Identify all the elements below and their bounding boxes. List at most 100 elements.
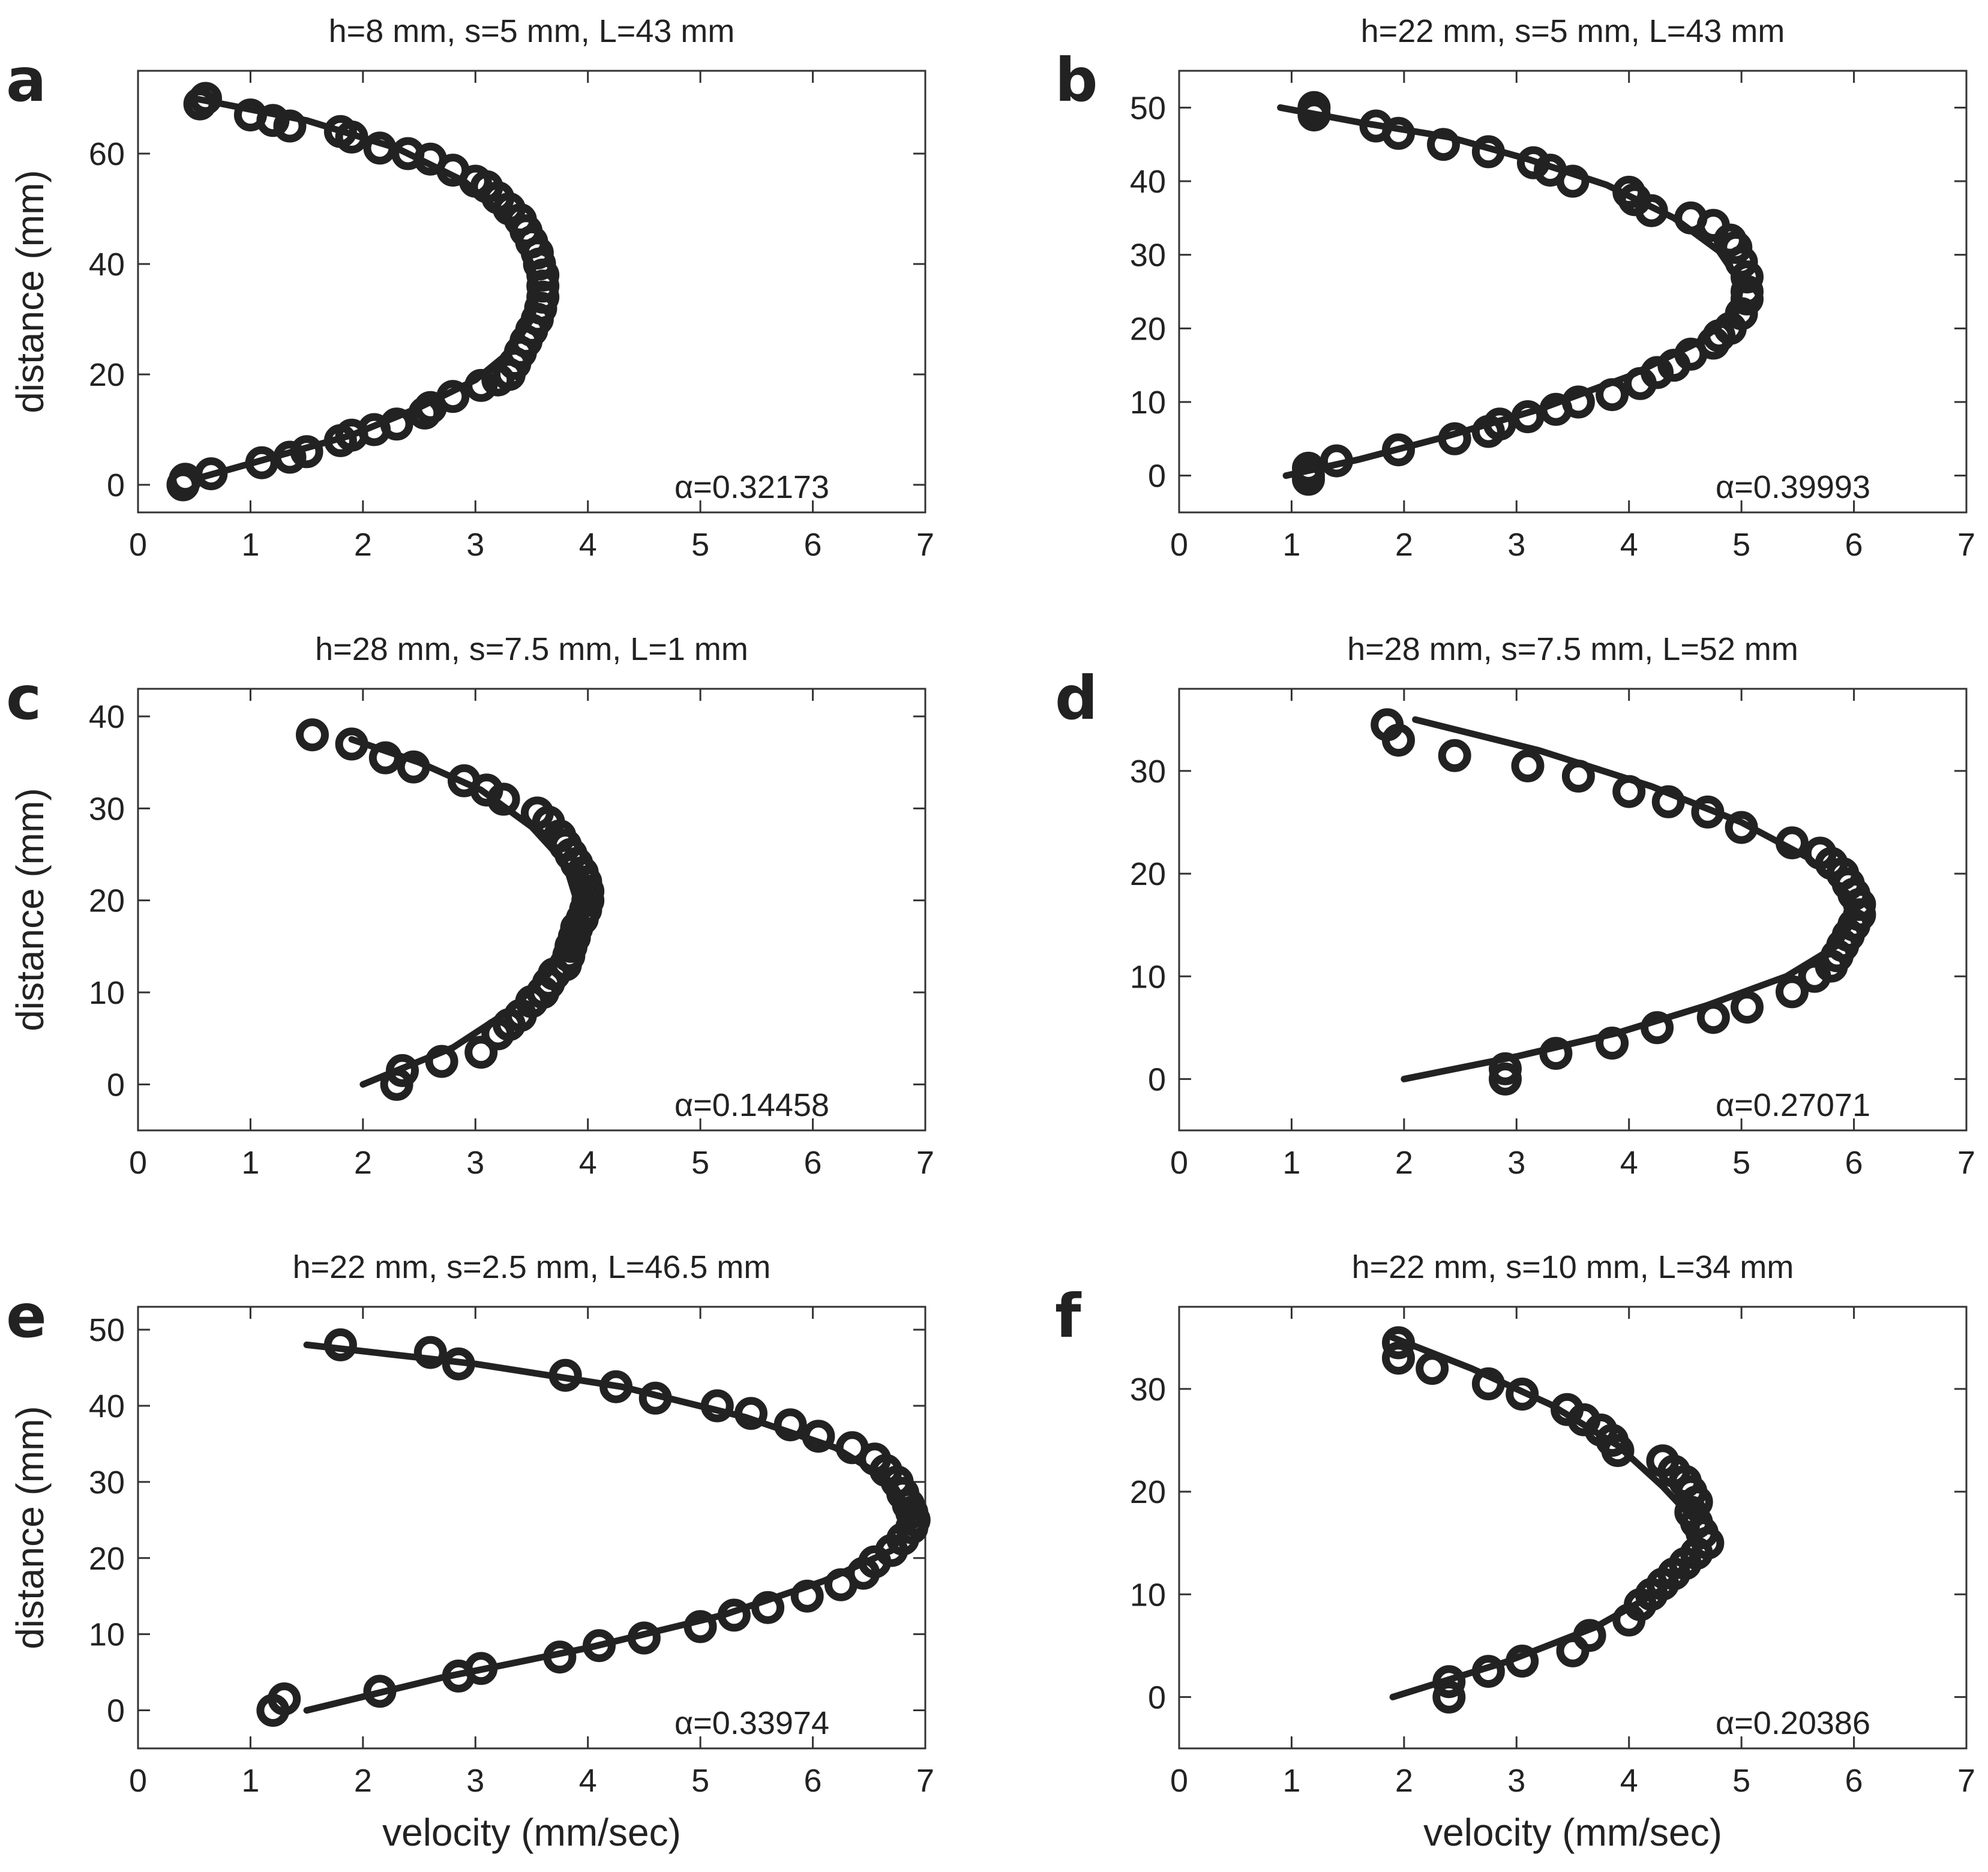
- data-point-marker: [1506, 1378, 1539, 1411]
- panel-letter: c: [6, 663, 41, 733]
- data-point-marker: [583, 1629, 616, 1663]
- x-tick-label: 7: [916, 527, 934, 563]
- panel-letter: a: [6, 45, 46, 115]
- y-tick-label: 0: [1148, 1061, 1166, 1097]
- panel-letter: f: [1055, 1281, 1082, 1351]
- x-tick-label: 6: [804, 1763, 822, 1799]
- data-point-marker: [717, 1598, 751, 1632]
- data-point-marker: [481, 363, 515, 397]
- x-axis-label: velocity (mm/sec): [382, 1811, 681, 1854]
- data-point-marker: [1641, 1011, 1674, 1045]
- y-tick-label: 0: [1148, 1679, 1166, 1715]
- data-point-marker: [1596, 378, 1629, 412]
- alpha-annotation: α=0.27071: [1716, 1087, 1870, 1123]
- data-point-marker: [1539, 1037, 1573, 1070]
- plot-frame: [137, 70, 926, 514]
- x-tick-label: 4: [579, 527, 597, 563]
- data-point-marker: [323, 424, 357, 457]
- x-tick-label: 2: [354, 1763, 372, 1799]
- data-point-marker: [734, 1397, 767, 1430]
- alpha-annotation: α=0.20386: [1716, 1705, 1870, 1741]
- x-tick-label: 2: [1395, 527, 1413, 563]
- x-tick-label: 6: [804, 1145, 822, 1181]
- y-tick-label: 20: [1130, 1474, 1166, 1510]
- data-point-marker: [1691, 795, 1725, 829]
- data-point-marker: [1776, 975, 1809, 1009]
- y-tick-label: 30: [89, 1465, 125, 1501]
- y-tick-label: 50: [89, 1312, 125, 1348]
- data-point-marker: [1489, 1062, 1522, 1096]
- x-tick-label: 6: [1845, 1145, 1863, 1181]
- data-point-marker: [1511, 400, 1545, 433]
- data-point-marker: [1561, 760, 1595, 793]
- data-point-marker: [1471, 1367, 1505, 1400]
- data-point-marker: [481, 1017, 515, 1051]
- x-tick-label: 3: [1507, 1145, 1525, 1181]
- y-tick-label: 10: [1130, 1577, 1166, 1613]
- panel-f: 0 1 2 3 4 5 6 7 0 10 20 30 h=22 mm, s=10 mm, L=34 mm…: [1055, 1249, 1975, 1854]
- y-tick-label: 0: [107, 1067, 125, 1103]
- data-point-marker: [408, 396, 442, 430]
- x-tick-label: 4: [1620, 1145, 1638, 1181]
- y-tick-label: 40: [1130, 164, 1166, 200]
- data-point-marker: [638, 1381, 672, 1415]
- alpha-annotation: α=0.33974: [674, 1705, 829, 1741]
- data-point-marker: [773, 1408, 807, 1442]
- x-tick-label: 0: [129, 527, 147, 563]
- panel-title: h=28 mm, s=7.5 mm, L=52 mm: [1347, 631, 1798, 667]
- x-tick-label: 0: [1170, 527, 1188, 563]
- data-point-marker: [1382, 1342, 1415, 1375]
- panel-title: h=28 mm, s=7.5 mm, L=1 mm: [315, 631, 748, 667]
- x-axis-label: velocity (mm/sec): [1423, 1811, 1722, 1854]
- x-tick-label: 2: [354, 527, 372, 563]
- x-tick-label: 7: [1957, 1145, 1975, 1181]
- x-tick-label: 4: [1620, 1763, 1638, 1799]
- data-point-marker: [397, 750, 430, 784]
- data-point-marker: [290, 435, 323, 469]
- data-point-marker: [1776, 826, 1809, 860]
- y-tick-label: 20: [1130, 856, 1166, 892]
- y-axis-label: distance (mm): [8, 170, 52, 413]
- data-point-marker: [1471, 1655, 1505, 1688]
- data-point-marker: [335, 120, 368, 154]
- y-axis-label: distance (mm): [8, 788, 52, 1031]
- data-point-marker: [413, 1336, 447, 1369]
- panel-letter: d: [1055, 663, 1098, 733]
- data-point-marker: [1624, 367, 1657, 400]
- x-tick-label: 7: [1957, 527, 1975, 563]
- data-point-marker: [1471, 415, 1505, 448]
- data-point-marker: [1539, 392, 1573, 426]
- data-point-marker: [1731, 991, 1764, 1024]
- panel-b: 0 1 2 3 4 5 6 7 0 10 20 30 40 50 h=22 mm, s=5 mm, L=43…: [1055, 13, 1975, 563]
- y-tick-label: 20: [89, 357, 125, 393]
- data-point-marker: [1382, 433, 1415, 467]
- x-tick-label: 6: [804, 527, 822, 563]
- x-tick-label: 3: [1507, 527, 1525, 563]
- y-tick-label: 10: [1130, 959, 1166, 995]
- data-point-marker: [1556, 164, 1590, 198]
- x-tick-label: 1: [1282, 1763, 1300, 1799]
- panel-a: 0 1 2 3 4 5 6 7 0 20 40 60 h=8 mm, s=5 mm, L=43 mm a α…: [6, 13, 934, 563]
- data-point-marker: [1725, 811, 1758, 844]
- x-tick-label: 4: [1620, 527, 1638, 563]
- y-tick-label: 0: [107, 467, 125, 503]
- panel-d: 0 1 2 3 4 5 6 7 0 10 20 30 h=28 mm, s=7.5 mm, L=52 m…: [1055, 631, 1975, 1181]
- data-point-marker: [166, 468, 200, 502]
- data-point-marker: [1596, 1027, 1629, 1060]
- panel-title: h=22 mm, s=10 mm, L=34 mm: [1352, 1249, 1794, 1285]
- data-point-marker: [1382, 116, 1415, 150]
- data-point-marker: [824, 1568, 857, 1601]
- data-point-marker: [296, 718, 329, 752]
- data-point-marker: [1635, 194, 1668, 227]
- data-point-marker: [1471, 135, 1505, 169]
- data-point-marker: [802, 1420, 835, 1453]
- y-axis-label: distance (mm): [8, 1406, 52, 1649]
- data-point-marker: [425, 1045, 458, 1078]
- data-point-marker: [1511, 749, 1545, 782]
- y-tick-label: 10: [89, 975, 125, 1011]
- alpha-annotation: α=0.14458: [674, 1087, 829, 1123]
- y-tick-label: 10: [1130, 385, 1166, 421]
- data-point-marker: [1612, 775, 1646, 808]
- data-point-marker: [1601, 1434, 1635, 1468]
